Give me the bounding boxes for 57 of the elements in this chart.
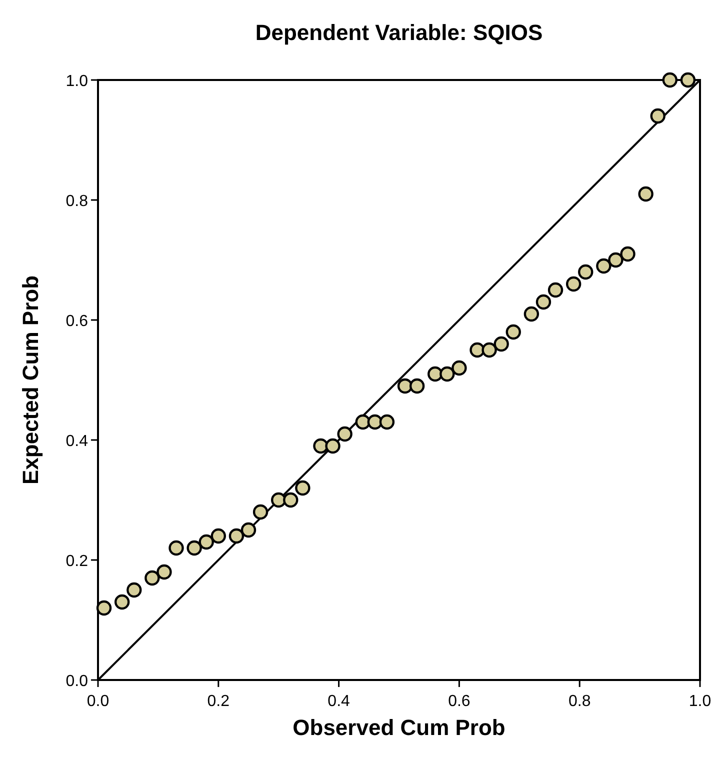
point	[96, 600, 112, 616]
point	[578, 264, 594, 280]
x-tick-label: 0.2	[207, 693, 230, 710]
y-tick-label: 1.0	[66, 73, 88, 90]
point	[126, 582, 142, 598]
x-tick-label: 0.8	[568, 693, 591, 710]
x-tick-label: 0.0	[86, 693, 110, 710]
point	[452, 360, 467, 376]
point	[638, 186, 654, 202]
point	[608, 252, 624, 268]
point	[313, 438, 328, 454]
point	[662, 72, 678, 88]
x-tick-label: 0.4	[328, 693, 350, 710]
point	[440, 366, 455, 382]
x-tick-label: 1.0	[688, 693, 712, 710]
point	[397, 378, 413, 394]
y-tick-label: 0.4	[66, 433, 88, 450]
point	[252, 504, 268, 520]
x-tick-label: 0.6	[448, 693, 470, 710]
point	[650, 108, 666, 124]
point	[325, 438, 340, 454]
point	[379, 414, 395, 430]
point	[144, 570, 160, 586]
point	[228, 528, 244, 544]
y-tick-label: 0.6	[66, 313, 88, 330]
x-axis-title: Observed Cum Prob	[292, 715, 506, 740]
y-tick-label: 0.0	[66, 673, 88, 690]
point	[198, 534, 214, 550]
point	[240, 522, 256, 538]
y-axis-title: Expected Cum Prob	[18, 275, 43, 485]
point	[283, 492, 298, 508]
point	[566, 276, 582, 292]
point	[337, 426, 352, 442]
point	[186, 540, 202, 556]
point	[680, 72, 696, 88]
point	[114, 594, 130, 610]
point	[355, 414, 370, 430]
point	[367, 414, 383, 430]
point	[409, 378, 425, 394]
point	[548, 282, 564, 298]
chart-title: Dependent Variable: SQIOS	[255, 20, 543, 45]
point	[470, 342, 485, 358]
point	[210, 528, 226, 544]
y-tick-label: 0.2	[66, 553, 88, 570]
point	[168, 540, 184, 556]
point	[524, 306, 540, 322]
point	[295, 480, 310, 496]
y-tick-label: 0.8	[66, 193, 88, 210]
point	[620, 246, 636, 262]
point	[536, 294, 552, 310]
point	[494, 336, 509, 352]
point	[271, 492, 286, 508]
point	[596, 258, 612, 274]
point	[482, 342, 497, 358]
point	[506, 324, 521, 340]
point	[428, 366, 443, 382]
point	[156, 564, 172, 580]
